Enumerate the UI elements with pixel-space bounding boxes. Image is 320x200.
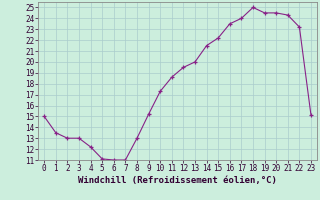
X-axis label: Windchill (Refroidissement éolien,°C): Windchill (Refroidissement éolien,°C): [78, 176, 277, 185]
